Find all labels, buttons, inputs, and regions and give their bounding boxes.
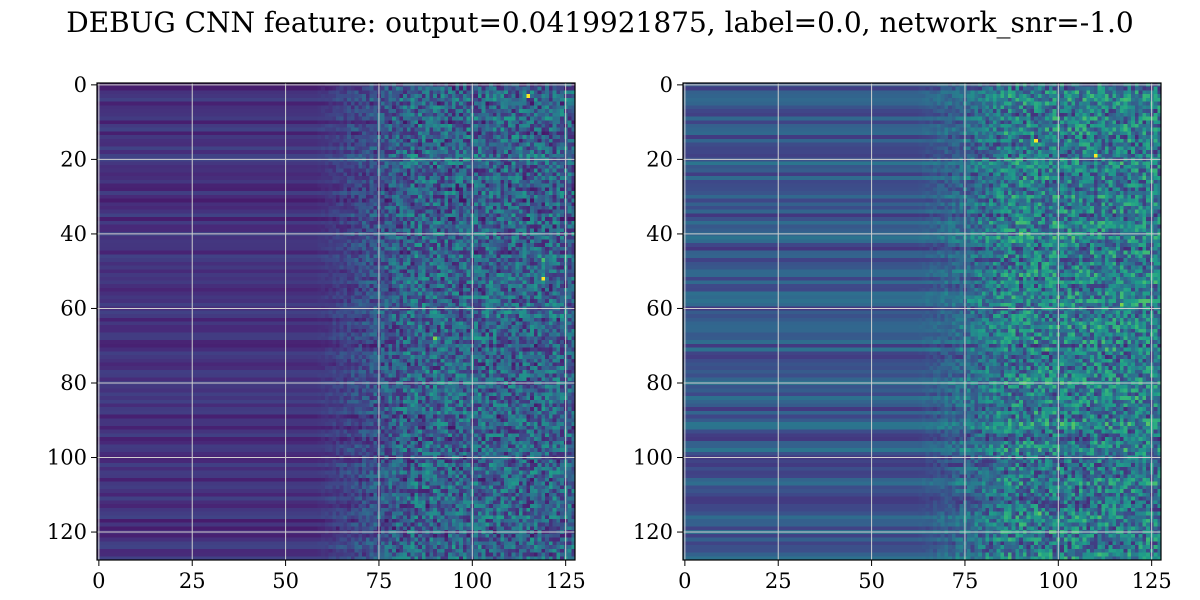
x-tick-label: 50 xyxy=(858,569,885,593)
heatmap-image-right xyxy=(683,83,1161,560)
x-tick-label: 0 xyxy=(92,569,105,593)
y-tick-label: 100 xyxy=(47,446,87,470)
y-tick-label: 100 xyxy=(633,446,673,470)
y-tick-label: 120 xyxy=(47,520,87,544)
y-tick-label: 80 xyxy=(60,371,87,395)
x-tick-label: 75 xyxy=(952,569,979,593)
y-tick-label: 40 xyxy=(60,222,87,246)
x-tick-label: 50 xyxy=(272,569,299,593)
y-tick-label: 0 xyxy=(74,73,87,97)
heatmap-panel-right: 0 25 50 75 100 125 0 20 40 60 80 100 120 xyxy=(633,73,1172,593)
x-tick-label: 125 xyxy=(546,569,586,593)
x-tick-label: 100 xyxy=(452,569,492,593)
y-tick-label: 0 xyxy=(660,73,673,97)
heatmap-image-left xyxy=(97,83,575,560)
y-tick-label: 80 xyxy=(646,371,673,395)
x-tick-label: 75 xyxy=(366,569,393,593)
y-tick-label: 60 xyxy=(646,296,673,320)
y-tick-label: 40 xyxy=(646,222,673,246)
x-tick-label: 0 xyxy=(678,569,691,593)
y-tick-label: 20 xyxy=(60,147,87,171)
y-tick-label: 120 xyxy=(633,520,673,544)
y-tick-label: 20 xyxy=(646,147,673,171)
axes-frame xyxy=(96,82,576,561)
axes-frame xyxy=(682,82,1162,561)
y-tick-label: 60 xyxy=(60,296,87,320)
x-tick-label: 125 xyxy=(1132,569,1172,593)
figure-title: DEBUG CNN feature: output=0.0419921875, … xyxy=(66,6,1134,39)
heatmap-panel-left: 0 25 50 75 100 125 0 20 40 60 80 100 120 xyxy=(47,73,586,593)
x-tick-label: 25 xyxy=(765,569,792,593)
x-tick-label: 25 xyxy=(179,569,206,593)
x-tick-label: 100 xyxy=(1038,569,1078,593)
